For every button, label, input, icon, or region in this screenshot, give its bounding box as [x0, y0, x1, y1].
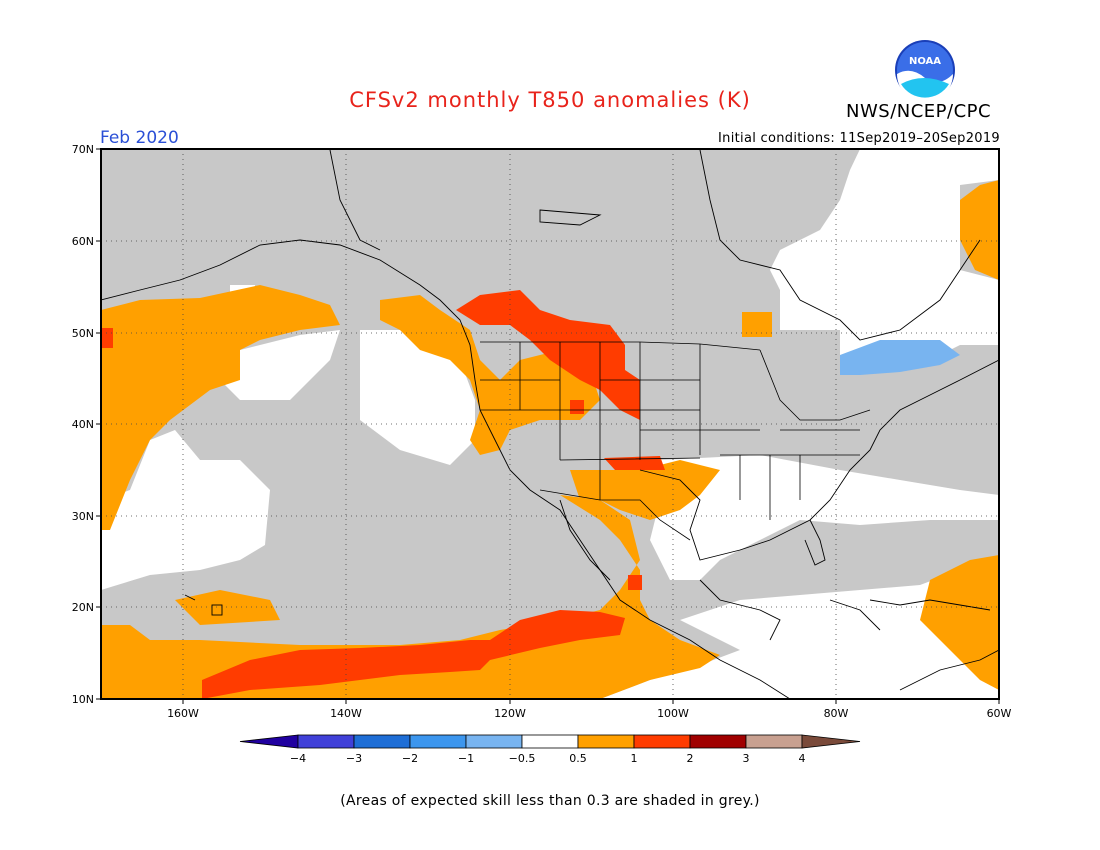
state-borders: [480, 341, 871, 541]
legend-swatch: [577, 734, 635, 749]
lat-label: 10N: [72, 693, 94, 706]
latitude-labels: 70N 60N 50N 40N 30N 20N 10N: [72, 143, 94, 706]
legend-label: −0.5: [509, 752, 536, 765]
color-bar-legend: −4 −3 −2 −1 −0.5 0.5 1 2 3 4: [239, 734, 861, 765]
legend-label: 0.5: [569, 752, 587, 765]
legend-swatch: [745, 734, 803, 749]
legend-label: 3: [743, 752, 750, 765]
legend-label: −4: [290, 752, 306, 765]
legend-swatch: [297, 734, 355, 749]
legend-label: −3: [346, 752, 362, 765]
legend-label: 4: [799, 752, 806, 765]
legend-arrow-high: [801, 734, 861, 749]
legend-label: −2: [402, 752, 418, 765]
legend-swatch: [521, 734, 579, 749]
legend-label: 1: [631, 752, 638, 765]
legend-label: −1: [458, 752, 474, 765]
lat-label: 70N: [72, 143, 94, 156]
lon-label: 80W: [824, 707, 849, 720]
cool-anomaly-region: [840, 340, 960, 375]
legend-swatch: [633, 734, 691, 749]
lon-label: 120W: [494, 707, 526, 720]
noaa-logo-text: NOAA: [909, 56, 941, 67]
legend-arrow-low: [239, 734, 299, 749]
graticule: [101, 149, 999, 699]
neutral-anomaly-regions: [101, 149, 999, 699]
lat-label: 40N: [72, 418, 94, 431]
lat-label: 30N: [72, 510, 94, 523]
lon-label: 100W: [657, 707, 689, 720]
skill-footnote: (Areas of expected skill less than 0.3 a…: [340, 793, 760, 809]
lat-label: 60N: [72, 235, 94, 248]
axis-ticks: [96, 148, 1000, 704]
legend-label: 2: [687, 752, 694, 765]
lon-label: 160W: [167, 707, 199, 720]
initial-conditions: Initial conditions: 11Sep2019–20Sep2019: [718, 131, 1000, 146]
forecast-period: Feb 2020: [100, 128, 179, 148]
anomaly-map: 70N 60N 50N 40N 30N 20N 10N 160W 140W 12…: [72, 143, 1012, 720]
coastlines: [101, 149, 999, 699]
lat-label: 20N: [72, 601, 94, 614]
legend-swatch: [689, 734, 747, 749]
noaa-logo: NOAA: [895, 40, 955, 102]
lon-label: 140W: [330, 707, 362, 720]
lon-label: 60W: [987, 707, 1012, 720]
lat-label: 50N: [72, 327, 94, 340]
longitude-labels: 160W 140W 120W 100W 80W 60W: [167, 707, 1011, 720]
legend-swatch: [409, 734, 467, 749]
agency-label: NWS/NCEP/CPC: [846, 101, 992, 122]
warm-anomaly-regions-1-to-2: [101, 290, 665, 699]
warm-anomaly-regions-0-5-to-1: [101, 180, 999, 699]
chart-title: CFSv2 monthly T850 anomalies (K): [349, 88, 751, 112]
legend-swatch: [353, 734, 411, 749]
legend-swatch: [465, 734, 523, 749]
